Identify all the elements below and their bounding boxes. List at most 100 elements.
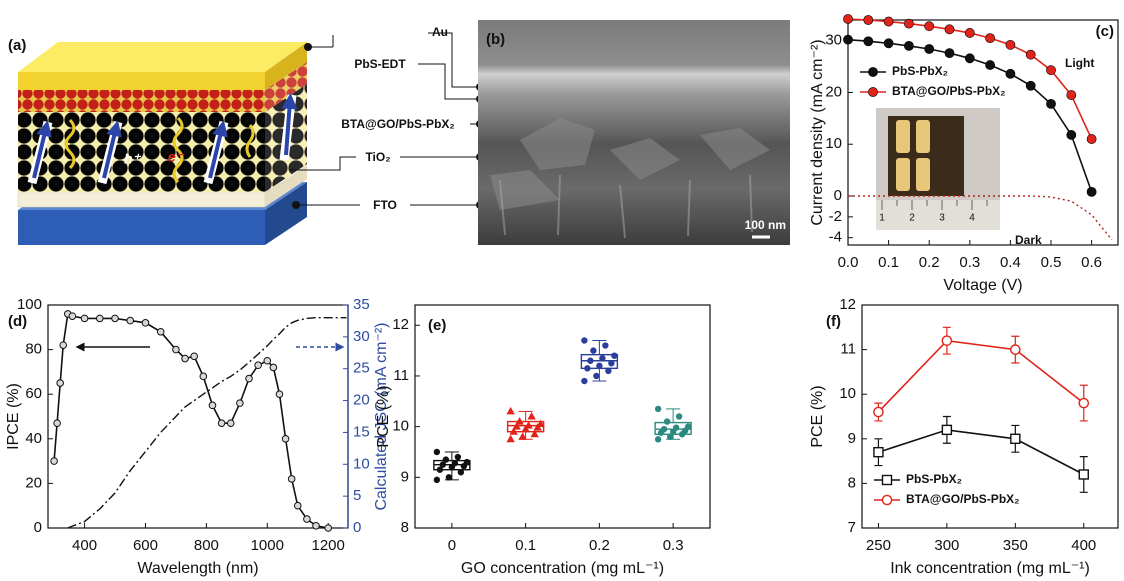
- legend-label: PbS-PbX₂: [892, 64, 948, 78]
- marker: [1046, 98, 1056, 109]
- y2-tick-label: 20: [353, 392, 370, 409]
- marker: [68, 312, 77, 320]
- x-tick-label: 1000: [251, 537, 284, 554]
- layer-label: PbS-EDT: [354, 57, 406, 71]
- legend-marker: [868, 67, 878, 77]
- marker: [533, 423, 542, 431]
- marker: [608, 360, 615, 367]
- y-tick-label: 30: [825, 32, 842, 49]
- y-tick-label: 0: [34, 519, 42, 536]
- legend-marker: [881, 474, 893, 486]
- marker: [518, 432, 527, 440]
- marker: [1025, 49, 1036, 60]
- marker: [521, 424, 530, 433]
- inset-label: 2: [909, 213, 915, 224]
- marker: [126, 316, 135, 325]
- marker: [873, 406, 884, 418]
- marker: [530, 429, 539, 438]
- marker: [217, 419, 226, 427]
- y-tick-label: 10: [839, 385, 856, 402]
- marker: [53, 419, 61, 427]
- marker: [1086, 134, 1097, 144]
- y-tick-label: 10: [392, 418, 409, 435]
- marker: [883, 38, 894, 49]
- x-tick-label: 600: [133, 537, 158, 554]
- y2-tick-label: 35: [353, 296, 370, 313]
- marker: [506, 406, 515, 415]
- marker: [873, 446, 884, 458]
- marker: [442, 456, 450, 463]
- inset-photo: [876, 108, 1000, 230]
- marker: [1046, 65, 1056, 76]
- x-tick-label: 0.1: [515, 537, 536, 554]
- x-tick-label: 400: [72, 537, 97, 554]
- marker: [944, 24, 955, 35]
- marker: [254, 361, 262, 370]
- layer-label: TiO₂: [365, 150, 390, 164]
- marker: [863, 15, 874, 25]
- marker: [964, 28, 975, 38]
- marker: [226, 419, 235, 427]
- y-tick-label: 7: [848, 519, 856, 536]
- scale-bar-label: 100 nm: [745, 218, 786, 232]
- layer-label: BTA@GO/PbS-PbX₂: [341, 117, 454, 131]
- y-tick-label: 12: [392, 316, 409, 333]
- marker: [454, 453, 462, 461]
- marker: [1010, 344, 1021, 355]
- y-tick-label: 11: [840, 341, 856, 358]
- marker: [56, 379, 64, 387]
- layer-label: FTO: [373, 198, 397, 212]
- marker: [1066, 90, 1077, 100]
- device-diagram: (a) Au PbS-EDT BTA@GO/PbS-PbX₂ TiO₂ FTO …: [8, 25, 484, 245]
- marker: [509, 427, 518, 435]
- legend-label: PbS-PbX₂: [906, 472, 962, 486]
- marker: [245, 374, 253, 383]
- x-axis-title: Wavelength (nm): [137, 560, 258, 577]
- plot-frame: [861, 304, 1119, 529]
- marker: [924, 44, 935, 54]
- marker: [669, 428, 677, 435]
- marker: [666, 433, 674, 440]
- marker: [50, 457, 58, 465]
- x-tick-label: 400: [1071, 537, 1096, 554]
- y-tick-label: 8: [848, 474, 856, 491]
- x-tick-label: 1200: [312, 537, 345, 554]
- marker: [587, 357, 594, 364]
- marker: [293, 501, 302, 510]
- marker: [457, 469, 465, 476]
- marker: [581, 337, 588, 344]
- panel-label: (d): [8, 313, 27, 330]
- marker: [433, 476, 441, 484]
- x-tick-label: 0.2: [589, 537, 610, 554]
- marker: [593, 372, 600, 380]
- y-tick-label: 11: [393, 367, 409, 384]
- y-tick-label: 100: [17, 296, 42, 313]
- marker: [269, 363, 278, 372]
- x-tick-label: 0: [448, 537, 456, 554]
- y2-tick-label: 10: [353, 455, 370, 472]
- y-tick-label: -4: [829, 229, 842, 246]
- series-line: [877, 339, 1085, 413]
- x-tick-label: 350: [1003, 537, 1028, 554]
- y-tick-label: 80: [25, 341, 42, 358]
- marker: [1005, 68, 1016, 79]
- y-tick-label: 20: [825, 83, 842, 100]
- marker: [605, 367, 612, 375]
- marker: [460, 462, 468, 470]
- marker: [506, 434, 515, 443]
- marker: [281, 435, 290, 443]
- marker: [843, 14, 853, 24]
- marker: [156, 327, 165, 336]
- marker: [584, 365, 591, 372]
- marker: [172, 345, 180, 354]
- y-axis-title: PCE (%): [809, 385, 826, 447]
- marker: [944, 48, 955, 59]
- marker: [111, 314, 119, 323]
- panel-label: (e): [428, 317, 446, 334]
- y-tick-label: 9: [848, 430, 856, 447]
- marker: [448, 463, 456, 471]
- x-tick-label: 0.4: [1000, 254, 1021, 271]
- marker: [445, 474, 453, 481]
- sem-image: (b) 100 nm: [478, 20, 790, 245]
